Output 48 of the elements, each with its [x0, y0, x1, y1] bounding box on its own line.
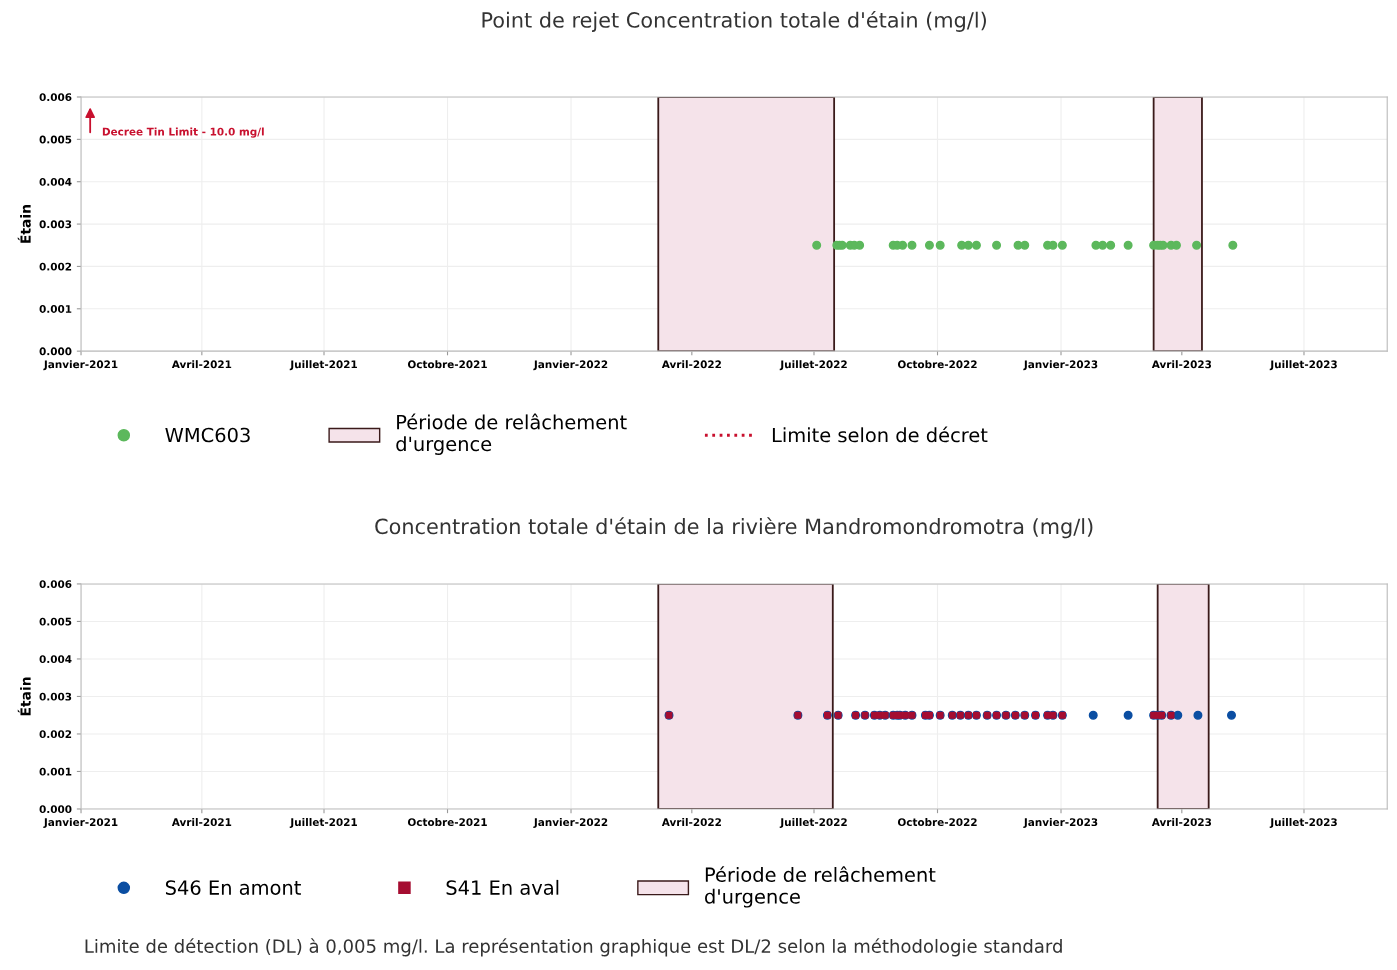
x-tick-label: Janvier-2021	[43, 360, 118, 371]
x-tick-label: Juillet-2023	[1269, 360, 1337, 371]
y-tick-label: 0.004	[39, 177, 72, 186]
x-tick-label: Janvier-2023	[1023, 360, 1098, 371]
y-tick-label: 0.000	[39, 805, 72, 814]
y-tick-label: 0.005	[39, 135, 72, 144]
y-tick-label: 0.001	[39, 305, 72, 313]
y-tick-label: 0.002	[39, 730, 72, 739]
legend-label: Période de relâchement d'urgence	[705, 866, 936, 908]
y-axis-title: Étain	[17, 205, 31, 243]
x-tick-label: Octobre-2021	[407, 360, 487, 369]
y-tick-label: 0.004	[39, 655, 72, 664]
x-tick-label: Avril-2022	[661, 360, 721, 369]
x-tick-label: Avril-2022	[661, 818, 721, 827]
x-tick-label: Janvier-2021	[43, 818, 118, 829]
y-tick-label: 0.002	[39, 262, 72, 271]
x-tick-label: Avril-2023	[1151, 360, 1212, 369]
x-tick-label: Juillet-2023	[1269, 818, 1337, 829]
x-tick-label: Juillet-2021	[289, 360, 357, 371]
y-axis-title: Étain	[17, 677, 31, 716]
x-tick-label: Octobre-2022	[897, 360, 977, 369]
x-tick-label: Octobre-2022	[897, 818, 977, 827]
legend-label: Période de relâchement d'urgence	[396, 413, 627, 455]
y-tick-label: 0.003	[39, 692, 72, 701]
y-tick-label: 0.005	[39, 617, 72, 626]
y-tick-label: 0.000	[39, 347, 72, 356]
annotation: Decree Tin Limit - 10.0 mg/l	[102, 127, 264, 138]
legend-label: WMC603	[165, 427, 250, 443]
x-tick-label: Janvier-2023	[1023, 818, 1098, 829]
text: Limite de détection (DL) à 0,005 mg/l. La représentation graphique est DL/2 selon la méthodologie standard	[85, 938, 1062, 957]
x-tick-label: Octobre-2021	[407, 818, 487, 827]
x-tick-label: Juillet-2022	[779, 360, 847, 371]
y-tick-label: 0.003	[39, 220, 72, 229]
chart-title: Point de rejet Concentration totale d'étain (mg/l)	[482, 10, 986, 32]
x-tick-label: Juillet-2022	[779, 818, 847, 829]
y-tick-label: 0.006	[39, 580, 72, 589]
x-tick-label: Avril-2021	[171, 818, 232, 827]
legend-label: S46 En amont	[165, 880, 301, 895]
x-tick-label: Avril-2023	[1151, 818, 1212, 827]
x-tick-label: Juillet-2021	[289, 818, 357, 829]
x-tick-label: Janvier-2022	[533, 360, 608, 371]
chart-title: Concentration totale d'étain de la rivière Mandromondromotra (mg/l)	[375, 517, 1093, 539]
legend-label: S41 En aval	[446, 879, 559, 895]
x-tick-label: Janvier-2022	[533, 818, 608, 829]
y-tick-label: 0.006	[39, 93, 72, 102]
x-tick-label: Avril-2021	[171, 360, 232, 369]
y-tick-label: 0.001	[39, 767, 72, 776]
text: Limite selon de décret	[772, 426, 988, 443]
